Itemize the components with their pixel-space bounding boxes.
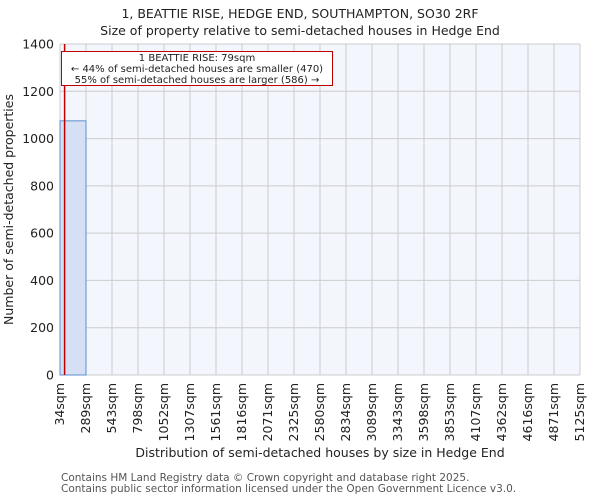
annotation-line-3: 55% of semi-detached houses are larger (… — [74, 75, 320, 86]
y-tick-label: 200 — [30, 320, 54, 335]
x-tick-label: 2071sqm — [260, 383, 275, 441]
x-tick-label: 4871sqm — [546, 383, 561, 441]
property-annotation: 1 BEATTIE RISE: 79sqm ← 44% of semi-deta… — [61, 51, 333, 86]
x-axis-label: Distribution of semi-detached houses by … — [135, 445, 504, 460]
x-tick-label: 289sqm — [78, 383, 93, 433]
x-tick-label: 3598sqm — [416, 383, 431, 441]
y-tick-label: 0 — [46, 368, 54, 383]
annotation-line-2: ← 44% of semi-detached houses are smalle… — [70, 64, 324, 75]
x-tick-label: 34sqm — [52, 383, 67, 426]
x-tick-label: 2580sqm — [312, 383, 327, 441]
x-tick-label: 4107sqm — [468, 383, 483, 441]
chart-subtitle: Size of property relative to semi-detach… — [100, 23, 500, 38]
y-tick-label: 400 — [30, 273, 54, 288]
x-tick-label: 3853sqm — [442, 383, 457, 441]
x-tick-label: 3343sqm — [390, 383, 405, 441]
x-tick-label: 798sqm — [130, 383, 145, 433]
y-axis-label: Number of semi-detached properties — [1, 94, 16, 325]
x-tick-label: 5125sqm — [572, 383, 587, 441]
x-tick-label: 2834sqm — [338, 383, 353, 441]
y-tick-label: 1400 — [22, 37, 54, 52]
x-tick-label: 1052sqm — [156, 383, 171, 441]
x-tick-label: 4616sqm — [520, 383, 535, 441]
annotation-line-1: 1 BEATTIE RISE: 79sqm — [138, 53, 256, 64]
x-tick-label: 1561sqm — [208, 383, 223, 441]
x-tick-label: 543sqm — [104, 383, 119, 433]
y-tick-label: 1000 — [22, 131, 54, 146]
y-tick-label: 1200 — [22, 84, 54, 99]
y-tick-label: 800 — [30, 178, 54, 193]
x-tick-label: 4362sqm — [494, 383, 509, 441]
x-tick-label: 1816sqm — [234, 383, 249, 441]
x-tick-label: 2325sqm — [286, 383, 301, 441]
y-tick-label: 600 — [30, 226, 54, 241]
footer-licence: Contains public sector information licen… — [61, 483, 517, 495]
x-tick-label: 3089sqm — [364, 383, 379, 441]
chart-title: 1, BEATTIE RISE, HEDGE END, SOUTHAMPTON,… — [121, 6, 479, 21]
footer-copyright: Contains HM Land Registry data © Crown c… — [61, 472, 470, 484]
x-tick-label: 1307sqm — [182, 383, 197, 441]
